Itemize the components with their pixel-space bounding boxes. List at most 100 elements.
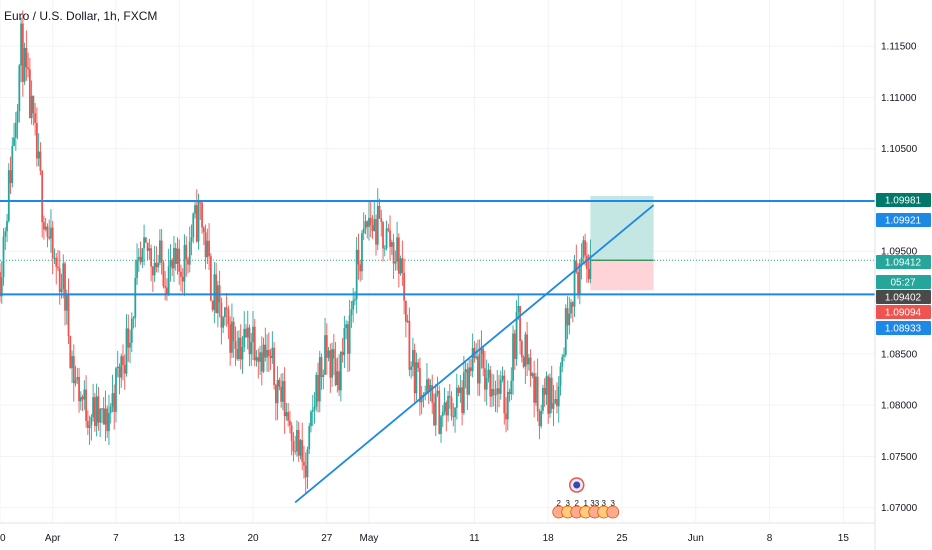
candle-body	[513, 333, 516, 359]
price-tag-label: 1.09402	[885, 293, 922, 304]
economic-events[interactable]: 2 3 2 1 33 3 3	[552, 477, 620, 519]
candle-body	[209, 256, 212, 301]
candle-body	[464, 369, 467, 373]
candle-body	[531, 373, 534, 376]
price-tick-label: 1.11000	[881, 93, 917, 104]
candle-body	[102, 408, 105, 425]
price-axis[interactable]: 1.07000 1.07500 1.08000 1.08500 1.09500 1.105…	[881, 42, 918, 514]
candle-body	[253, 326, 256, 361]
candle-body	[206, 240, 209, 258]
price-tag	[876, 255, 931, 269]
candle-body	[455, 387, 458, 408]
candle-body	[64, 263, 66, 311]
candle-body	[173, 248, 175, 269]
candle-body	[318, 357, 321, 402]
candle-body	[563, 354, 565, 357]
price-tag	[876, 275, 931, 289]
candle-body	[559, 366, 562, 387]
candle-body	[303, 461, 305, 466]
candle-body	[57, 266, 59, 269]
candle-body	[267, 349, 270, 356]
candle-body	[231, 321, 233, 353]
candle-body	[283, 381, 286, 417]
candle-body	[477, 356, 479, 384]
price-tick-label: 1.08000	[881, 401, 918, 412]
candle-body	[259, 352, 261, 362]
candle-body	[296, 430, 298, 452]
candle-body	[515, 311, 518, 359]
candle-body	[438, 390, 441, 434]
candle-body	[387, 228, 390, 231]
candle-body	[280, 386, 283, 402]
trendline[interactable]	[294, 204, 655, 504]
price-tick-label: 1.07500	[881, 452, 918, 463]
candle-body	[378, 205, 381, 219]
candle-body	[556, 399, 558, 407]
candle-body	[183, 244, 186, 282]
candle-body	[162, 262, 165, 287]
time-tick-label: 25	[616, 533, 628, 544]
drawings[interactable]	[0, 199, 875, 504]
candle-body	[561, 356, 564, 367]
candle-body	[78, 376, 80, 402]
candle-body	[153, 262, 156, 276]
candle-body	[380, 218, 383, 223]
candle-body	[573, 260, 576, 307]
event-flag-icon[interactable]	[606, 505, 620, 519]
time-tick-label: Apr	[45, 533, 61, 544]
candle-body	[139, 256, 142, 263]
candle-body	[394, 261, 397, 264]
candle-body	[297, 430, 300, 456]
price-tag-label: 1.09094	[885, 308, 922, 319]
time-tick-label: 7	[113, 533, 119, 544]
candle-body	[412, 350, 414, 367]
candle-body	[150, 248, 153, 267]
candle-body	[557, 386, 560, 407]
loss-zone[interactable]	[590, 260, 654, 291]
candle-body	[480, 348, 483, 355]
time-tick-label: May	[360, 533, 379, 544]
candle-body	[401, 258, 404, 273]
candle-body	[81, 396, 84, 400]
position-tool[interactable]	[0, 195, 875, 291]
price-tick-label: 1.09500	[881, 247, 918, 258]
candle-body	[111, 393, 114, 407]
candle-body	[202, 227, 205, 233]
candle-body	[127, 328, 130, 348]
candle-body	[69, 336, 72, 369]
candle-body	[238, 337, 240, 359]
time-tick-label: Jun	[688, 533, 704, 544]
candle-body	[28, 69, 31, 119]
candle-body	[285, 412, 288, 417]
candle-body	[225, 307, 228, 310]
candle-body	[194, 205, 196, 214]
candle-body	[408, 320, 411, 370]
candle-body	[350, 309, 353, 316]
candle-body	[157, 262, 160, 268]
price-tag	[876, 213, 931, 227]
candle-body	[520, 341, 523, 358]
candle-body	[392, 242, 395, 264]
candle-body	[44, 226, 47, 230]
time-axis[interactable]: 00 Apr 7 13 20 27 May 11 18 25 Jun 8 15	[0, 533, 849, 544]
candle-body	[570, 302, 572, 314]
candle-body	[338, 371, 341, 391]
candle-body	[53, 257, 56, 259]
candle-body	[390, 242, 393, 247]
candle-body	[575, 260, 578, 273]
candle-body	[526, 334, 529, 365]
candle-body	[443, 402, 446, 412]
candle-body	[510, 380, 513, 395]
price-tag-label: 05:27	[890, 278, 915, 289]
candle-body	[246, 327, 249, 338]
candle-body	[419, 368, 421, 403]
candle-body	[433, 402, 435, 426]
time-tick-label: 18	[543, 533, 555, 544]
candle-body	[524, 334, 527, 367]
candle-body	[174, 248, 177, 264]
candle-body	[554, 399, 557, 404]
candle-body	[487, 369, 490, 378]
candle-body	[462, 372, 465, 414]
candle-body	[501, 375, 504, 380]
